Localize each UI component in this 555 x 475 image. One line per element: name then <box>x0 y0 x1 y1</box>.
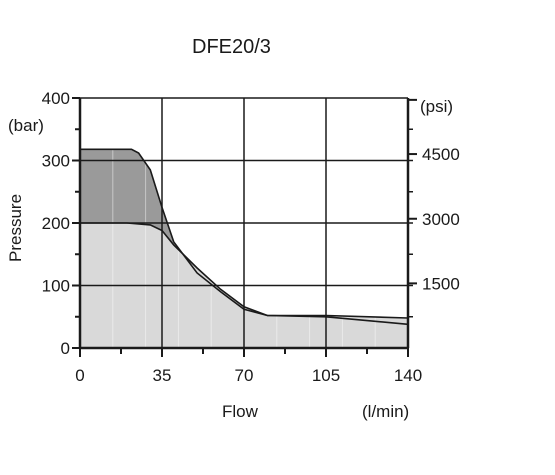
series-lines <box>80 148 409 326</box>
y-tick-label-right: 3000 <box>422 210 460 229</box>
y-tick-label-left: 200 <box>42 214 70 233</box>
y-tick-label-left: 400 <box>42 89 70 108</box>
y-tick-label-left: 0 <box>61 339 70 358</box>
y-tick-label-left: 300 <box>42 152 70 171</box>
y-tick-label-left: 100 <box>42 277 70 296</box>
chart-title: DFE20/3 <box>192 36 271 58</box>
x-tick-label: 70 <box>235 366 254 385</box>
x-axis-label: Flow <box>222 402 258 421</box>
series-2-line <box>80 222 409 319</box>
y-tick-label-right: 1500 <box>422 274 460 293</box>
x-tick-label: 0 <box>75 366 84 385</box>
y-unit-left: (bar) <box>8 116 44 135</box>
x-tick-label: 35 <box>153 366 172 385</box>
x-tick-label: 140 <box>394 366 422 385</box>
x-unit-label: (l/min) <box>362 402 410 421</box>
y-tick-label-right: 4500 <box>422 145 460 164</box>
x-tick-label: 105 <box>312 366 340 385</box>
axes: 0 35 70 105 140 0 100 200 300 400 1500 3000 4500 <box>42 89 460 385</box>
y-unit-right: (psi) <box>420 97 454 116</box>
y-axis-label: Pressure <box>6 193 25 262</box>
